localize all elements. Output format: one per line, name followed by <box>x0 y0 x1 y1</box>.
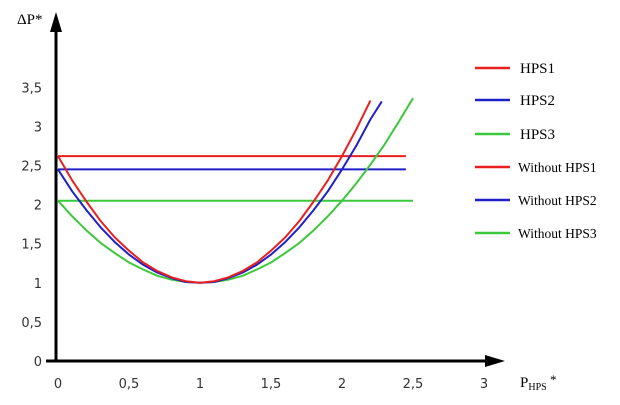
y-tick-label: 0,5 <box>21 316 42 331</box>
legend-label: Without HPS1 <box>518 160 597 175</box>
y-tick-label: 1,5 <box>21 238 42 253</box>
x-tick-label: 2 <box>338 377 346 392</box>
legend-label: HPS1 <box>520 61 555 77</box>
y-tick-label: 2,5 <box>21 160 42 175</box>
x-axis-arrow <box>485 355 505 367</box>
x-tick-label: 0 <box>54 377 62 392</box>
y-tick-label: 0 <box>34 355 42 370</box>
series-line-hps2 <box>57 100 383 284</box>
x-tick-label: 3 <box>480 377 488 392</box>
x-tick-label: 2,5 <box>403 377 424 392</box>
x-tick-label: 1,5 <box>261 377 282 392</box>
y-tick-label: 3 <box>34 120 42 135</box>
x-axis-label: PHPS * <box>520 372 556 393</box>
y-tick-label: 2 <box>34 199 42 214</box>
y-tick-label: 1 <box>34 277 42 292</box>
y-tick-label: 3,5 <box>21 81 42 96</box>
series-line-hps1 <box>57 100 372 284</box>
legend-label: HPS3 <box>520 127 555 143</box>
legend-label: HPS2 <box>520 93 555 109</box>
x-tick-label: 1 <box>196 377 204 392</box>
legend-label: Without HPS3 <box>518 226 597 241</box>
legend-label: Without HPS2 <box>518 193 597 208</box>
y-axis-arrow <box>50 12 62 32</box>
x-tick-label: 0,5 <box>119 377 140 392</box>
y-axis-label: ΔP* <box>17 12 43 28</box>
series-line-hps3 <box>57 97 414 284</box>
